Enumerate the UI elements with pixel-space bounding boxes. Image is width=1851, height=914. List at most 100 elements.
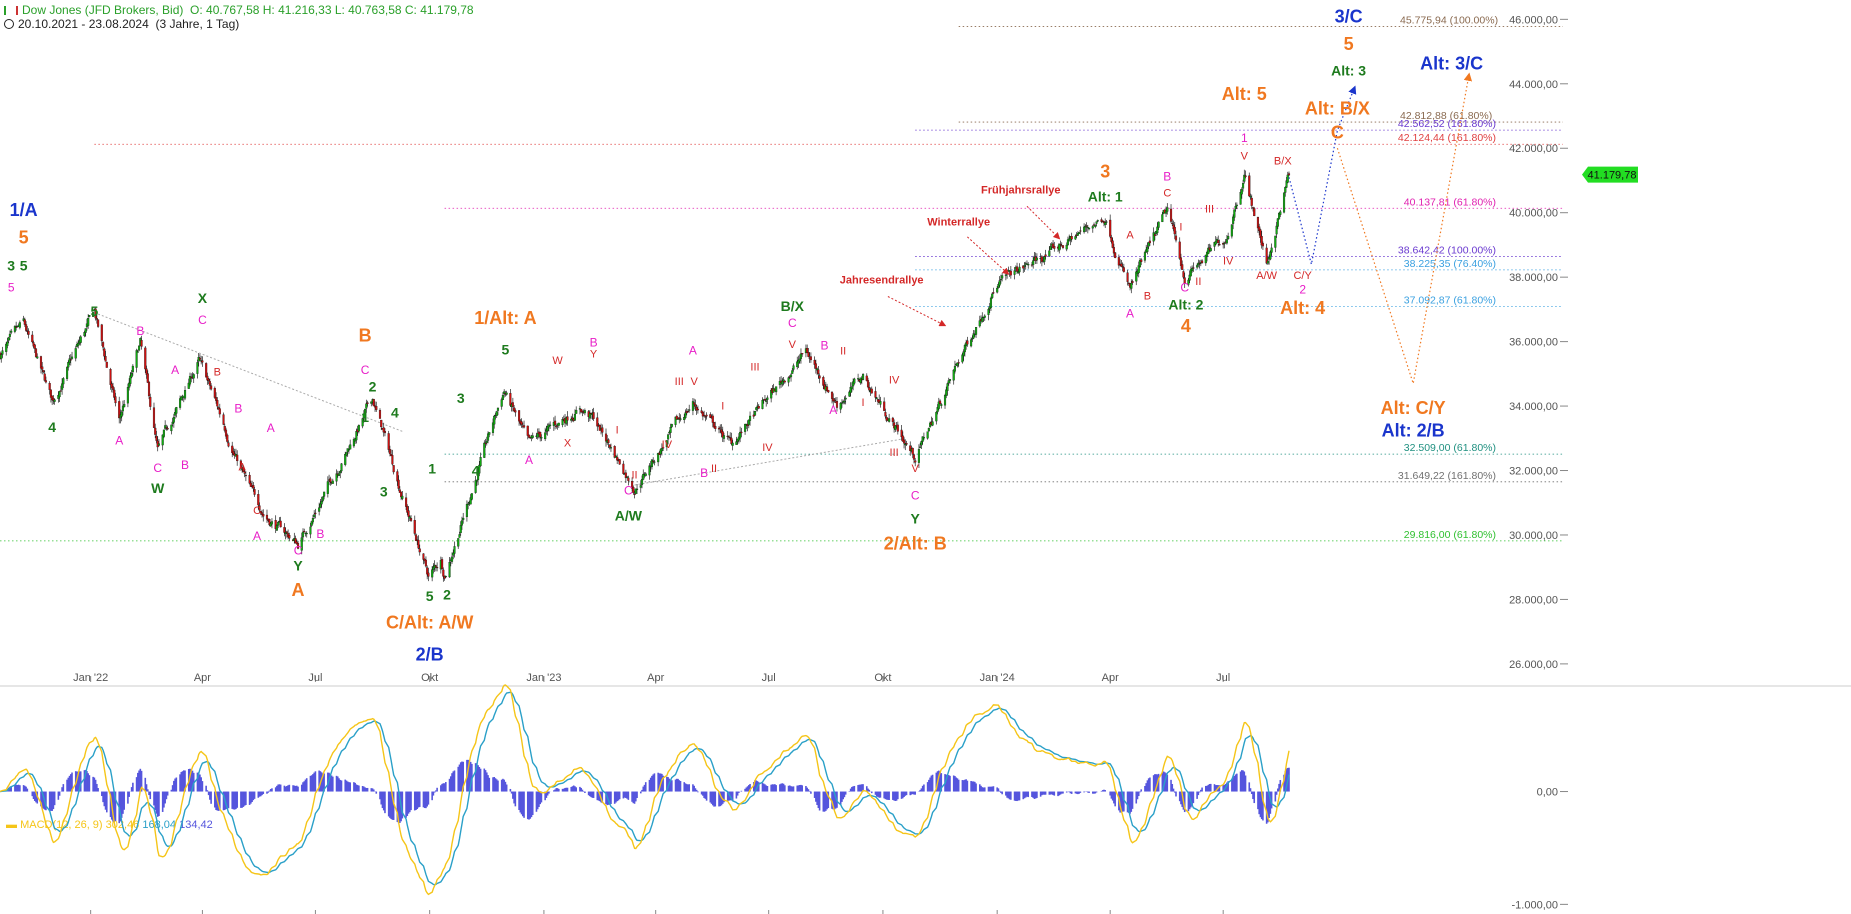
candle-body bbox=[345, 452, 348, 456]
candle-body bbox=[1086, 227, 1089, 229]
candle-body bbox=[719, 427, 722, 429]
candle-body bbox=[485, 440, 488, 443]
candle-body bbox=[657, 452, 660, 463]
candle-body bbox=[387, 433, 390, 450]
candle-body bbox=[366, 402, 369, 404]
candle-body bbox=[703, 414, 706, 416]
candle-body bbox=[244, 474, 247, 477]
candle-body bbox=[1161, 214, 1164, 223]
candle-body bbox=[1131, 281, 1134, 283]
candle-body bbox=[1279, 211, 1282, 215]
candle-body bbox=[527, 434, 531, 438]
candle-body bbox=[835, 401, 839, 408]
clock-icon bbox=[4, 19, 14, 29]
candle-body bbox=[318, 507, 321, 512]
candle-body bbox=[1173, 226, 1176, 235]
candle-body bbox=[1147, 242, 1150, 247]
candle-body bbox=[714, 426, 717, 429]
candle-body bbox=[401, 495, 404, 499]
candle-body bbox=[755, 407, 758, 410]
candle-body bbox=[459, 525, 462, 534]
candle-body bbox=[77, 343, 80, 346]
candle-body bbox=[84, 328, 87, 333]
candle-body bbox=[279, 520, 282, 528]
wave-label: B bbox=[214, 366, 221, 378]
candle-body bbox=[978, 320, 981, 327]
candle-body bbox=[192, 374, 195, 379]
wave-label: 3 bbox=[457, 390, 465, 406]
wave-label: A bbox=[267, 421, 275, 435]
y-tick-label: 38.000,00 bbox=[1509, 272, 1558, 284]
dotted-trendline bbox=[94, 312, 404, 433]
candle-body bbox=[183, 390, 187, 399]
candle-body bbox=[239, 460, 242, 469]
candle-body bbox=[1104, 222, 1107, 225]
wave-label: IV bbox=[889, 375, 900, 387]
candle-body bbox=[155, 435, 158, 441]
candle-body bbox=[1178, 241, 1181, 259]
candle-body bbox=[544, 432, 547, 440]
candle-body bbox=[1137, 265, 1140, 274]
candle-body bbox=[1013, 270, 1016, 275]
candle-body bbox=[1061, 245, 1065, 248]
candle-body bbox=[53, 399, 56, 402]
candle-body bbox=[1287, 173, 1291, 176]
candle-body bbox=[966, 340, 969, 345]
wave-label: C bbox=[253, 505, 261, 517]
wave-label: B bbox=[136, 324, 144, 338]
x-tick-label: Jan '23 bbox=[526, 672, 561, 684]
candle-body bbox=[740, 431, 743, 434]
candle-body bbox=[1085, 225, 1088, 227]
candle-body bbox=[36, 356, 39, 359]
candle-body bbox=[154, 427, 157, 435]
candle-body bbox=[839, 402, 842, 410]
candle-body bbox=[652, 460, 655, 462]
instrument-name: Dow Jones (JFD Brokers, Bid) bbox=[22, 3, 184, 17]
fibonacci-levels: 45.775,94 (100.00%)42.812,88 (61.80%)42.… bbox=[0, 15, 1563, 542]
candle-body bbox=[1251, 207, 1255, 209]
dotted-trendline bbox=[634, 437, 907, 486]
wave-label: 5 bbox=[1344, 34, 1354, 54]
candle-body bbox=[422, 553, 425, 560]
candle-body bbox=[1066, 239, 1070, 245]
candle-body bbox=[161, 434, 164, 446]
candle-body bbox=[69, 359, 72, 361]
wave-label: C bbox=[294, 543, 303, 557]
wave-label: 2/B bbox=[416, 645, 444, 665]
wave-label: III bbox=[675, 376, 684, 388]
wave-label: 4 bbox=[472, 462, 480, 478]
wave-label: Jahresendrallye bbox=[840, 275, 924, 287]
wave-label: II bbox=[632, 470, 638, 482]
candle-body bbox=[1074, 236, 1077, 240]
candle-body bbox=[396, 471, 399, 482]
wave-label: II bbox=[1195, 276, 1201, 288]
candle-body bbox=[1169, 208, 1173, 222]
x-tick-label: Jul bbox=[1216, 672, 1230, 684]
candle-body bbox=[939, 400, 942, 404]
wave-label: 3 bbox=[1100, 161, 1110, 181]
wave-label: 5 bbox=[19, 227, 29, 247]
candle-body bbox=[787, 377, 790, 383]
candle-body bbox=[1218, 244, 1221, 246]
wave-label: B bbox=[821, 339, 829, 353]
candle-body bbox=[1112, 247, 1115, 254]
candle-body bbox=[265, 514, 269, 520]
candle-body bbox=[1130, 282, 1133, 289]
candle-body bbox=[1135, 271, 1138, 282]
wave-label: 2 bbox=[1299, 282, 1306, 296]
candle-body bbox=[1122, 267, 1125, 272]
candle-body bbox=[337, 473, 341, 476]
candle-body bbox=[74, 348, 77, 359]
candle-body bbox=[905, 443, 908, 445]
candle-body bbox=[339, 471, 342, 474]
candle-body bbox=[44, 380, 47, 383]
candle-body bbox=[48, 383, 51, 390]
candle-body bbox=[874, 391, 877, 398]
y-tick-label: 34.000,00 bbox=[1509, 401, 1558, 413]
wave-label: Alt: 2 bbox=[1168, 296, 1203, 312]
candle-body bbox=[920, 441, 923, 446]
candle-body bbox=[1181, 264, 1184, 270]
candle-body bbox=[922, 436, 925, 439]
candle-body bbox=[902, 439, 906, 444]
